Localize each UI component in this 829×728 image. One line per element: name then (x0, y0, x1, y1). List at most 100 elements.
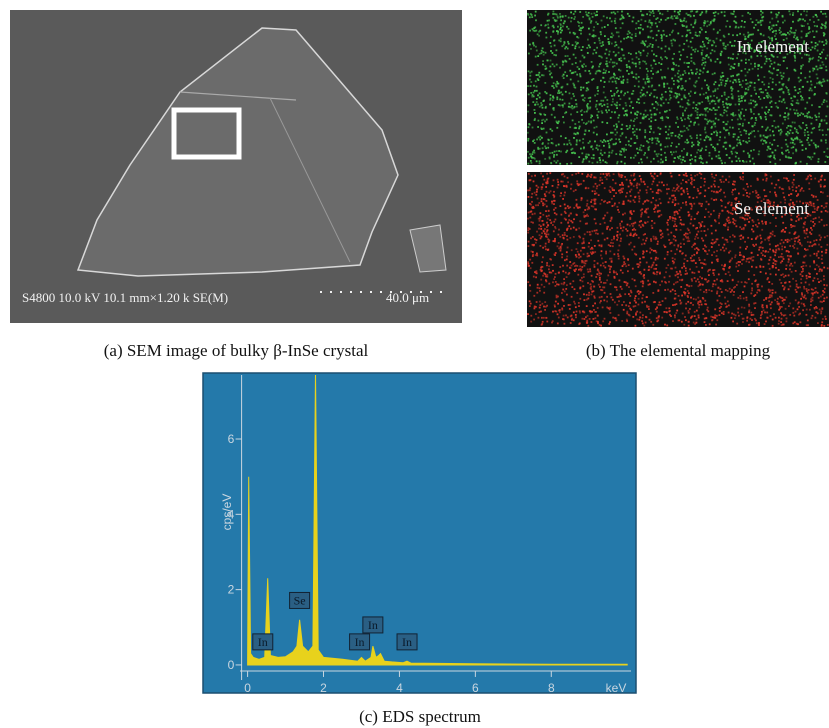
map-dot (673, 62, 675, 64)
map-dot (769, 102, 771, 104)
map-dot (648, 216, 650, 218)
map-dot (744, 224, 746, 226)
map-dot (570, 220, 572, 222)
map-dot (757, 254, 759, 256)
map-dot (618, 32, 620, 34)
map-dot (739, 81, 741, 83)
map-dot (627, 81, 629, 83)
map-dot (709, 40, 711, 42)
map-dot (731, 113, 733, 115)
map-dot (534, 142, 536, 144)
map-dot (655, 137, 657, 139)
map-dot (682, 159, 684, 161)
map-dot (584, 111, 586, 113)
map-dot (537, 148, 539, 150)
map-dot (773, 56, 775, 58)
map-dot (621, 15, 623, 17)
map-dot (542, 321, 544, 323)
map-dot (540, 114, 542, 116)
map-dot (575, 314, 577, 316)
map-dot (760, 116, 762, 118)
map-dot (653, 281, 655, 283)
map-dot (573, 319, 575, 321)
map-dot (664, 277, 666, 279)
map-dot (549, 104, 551, 106)
map-dot (527, 281, 529, 283)
map-dot (686, 62, 688, 64)
map-dot (668, 102, 670, 104)
map-dot (594, 245, 596, 247)
map-dot (785, 239, 787, 241)
map-dot (550, 60, 552, 62)
map-dot (616, 304, 618, 306)
map-dot (585, 316, 587, 318)
map-dot (737, 312, 739, 314)
map-dot (728, 33, 730, 35)
map-dot (660, 19, 662, 21)
map-dot (670, 97, 672, 99)
map-dot (771, 144, 773, 146)
map-dot (585, 130, 587, 132)
map-dot (637, 266, 639, 268)
map-dot (566, 294, 568, 296)
map-dot (788, 132, 790, 134)
map-dot (795, 299, 797, 301)
map-dot (531, 153, 533, 155)
map-dot (666, 267, 668, 269)
map-dot (541, 284, 543, 286)
map-dot (724, 162, 726, 164)
map-dot (554, 240, 556, 242)
map-dot (664, 146, 666, 148)
map-dot (718, 274, 720, 276)
map-dot (701, 230, 703, 232)
map-dot (564, 232, 566, 234)
map-dot (729, 274, 731, 276)
map-dot (585, 70, 587, 72)
map-dot (669, 275, 671, 277)
map-dot (699, 114, 701, 116)
map-dot (578, 25, 580, 27)
map-dot (807, 156, 809, 158)
map-dot (570, 163, 572, 165)
map-dot (738, 96, 740, 98)
map-dot (528, 70, 530, 72)
map-dot (670, 315, 672, 317)
map-dot (661, 105, 663, 107)
map-dot (691, 145, 693, 147)
map-dot (808, 276, 810, 278)
map-dot (538, 120, 540, 122)
map-dot (650, 70, 652, 72)
map-dot (605, 251, 607, 253)
map-dot (536, 231, 538, 233)
map-dot (789, 265, 791, 267)
map-dot (531, 16, 533, 18)
map-dot (661, 63, 663, 65)
map-dot (575, 268, 577, 270)
map-dot (627, 36, 629, 38)
map-dot (766, 58, 768, 60)
map-dot (540, 238, 542, 240)
map-dot (765, 273, 767, 275)
map-dot (603, 173, 605, 175)
map-dot (682, 106, 684, 108)
map-dot (755, 320, 757, 322)
map-dot (589, 17, 591, 19)
map-dot (695, 48, 697, 50)
map-dot (651, 220, 653, 222)
map-dot (597, 240, 599, 242)
map-dot (573, 95, 575, 97)
map-dot (721, 11, 723, 13)
map-dot (528, 126, 530, 128)
map-dot (713, 131, 715, 133)
map-dot (647, 70, 649, 72)
map-dot (709, 108, 711, 110)
map-dot (597, 269, 599, 271)
map-dot (781, 101, 783, 103)
map-dot (669, 95, 671, 97)
map-dot (691, 137, 693, 139)
map-dot (650, 117, 652, 119)
map-dot (584, 299, 586, 301)
map-dot (820, 184, 822, 186)
map-dot (527, 218, 529, 220)
map-dot (685, 303, 687, 305)
